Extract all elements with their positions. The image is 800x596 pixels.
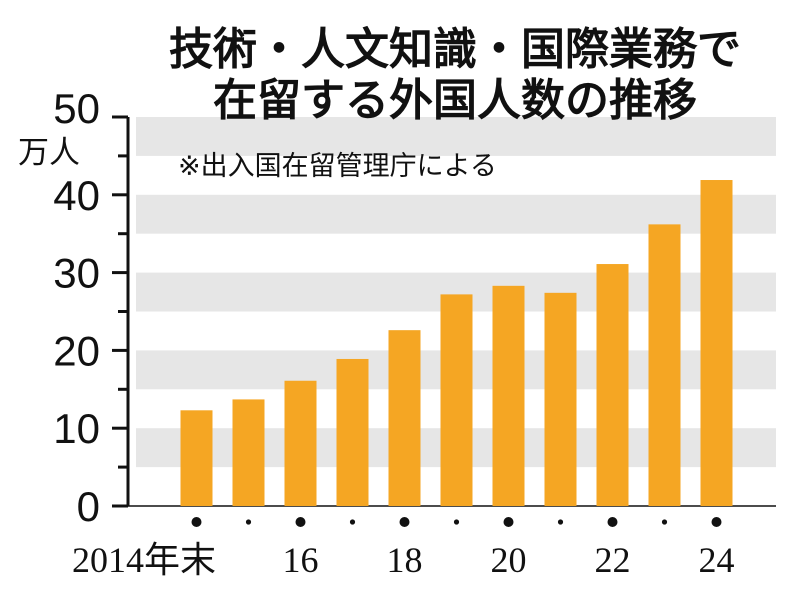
x-tick-label: 16 (283, 540, 319, 580)
bar-2018 (388, 330, 421, 506)
bar-2022 (596, 264, 629, 506)
x-major-marker (399, 517, 410, 527)
y-tick-label: 30 (53, 250, 100, 297)
x-major-marker (295, 517, 306, 527)
y-tick-label: 40 (53, 172, 100, 219)
x-minor-marker (349, 519, 356, 525)
y-tick-label: 20 (53, 327, 100, 374)
chart-title-line-2: 在留する外国人数の推移 (213, 75, 697, 126)
y-tick-label: 50 (53, 85, 100, 132)
x-major-marker (711, 517, 722, 527)
x-tick-labels: 2014年末 16 18 20 22 24 (72, 540, 735, 580)
x-major-marker (503, 517, 514, 527)
x-major-marker (607, 517, 618, 527)
x-major-marker (191, 517, 202, 527)
x-minor-marker (245, 519, 252, 525)
x-tick-label: 2014年末 (72, 540, 216, 580)
x-minor-marker (557, 519, 564, 525)
bar-2016 (284, 380, 317, 506)
bars (180, 180, 733, 506)
bar-2019 (440, 294, 473, 506)
x-minor-marker (453, 519, 460, 525)
y-tick-label: 0 (77, 483, 100, 530)
chart-title-line-1: 技術・人文知識・国際業務で (169, 24, 741, 75)
bar-2021 (544, 292, 577, 506)
x-minor-marker (661, 519, 668, 525)
grid-band (136, 117, 776, 156)
y-tick-label: 10 (53, 405, 100, 452)
bar-2024 (700, 180, 733, 506)
bar-2015 (232, 399, 265, 506)
x-tick-label: 24 (699, 540, 735, 580)
y-axis-unit: 万人 (18, 135, 80, 171)
source-note: ※出入国在留管理庁による (178, 151, 497, 182)
bar-2017 (336, 358, 369, 506)
bar-2014 (180, 410, 213, 506)
x-tick-label: 20 (491, 540, 527, 580)
x-tick-label: 18 (387, 540, 423, 580)
bar-2020 (492, 285, 525, 506)
bar-2023 (648, 224, 681, 506)
x-tick-markers (191, 517, 722, 527)
x-tick-label: 22 (595, 540, 631, 580)
